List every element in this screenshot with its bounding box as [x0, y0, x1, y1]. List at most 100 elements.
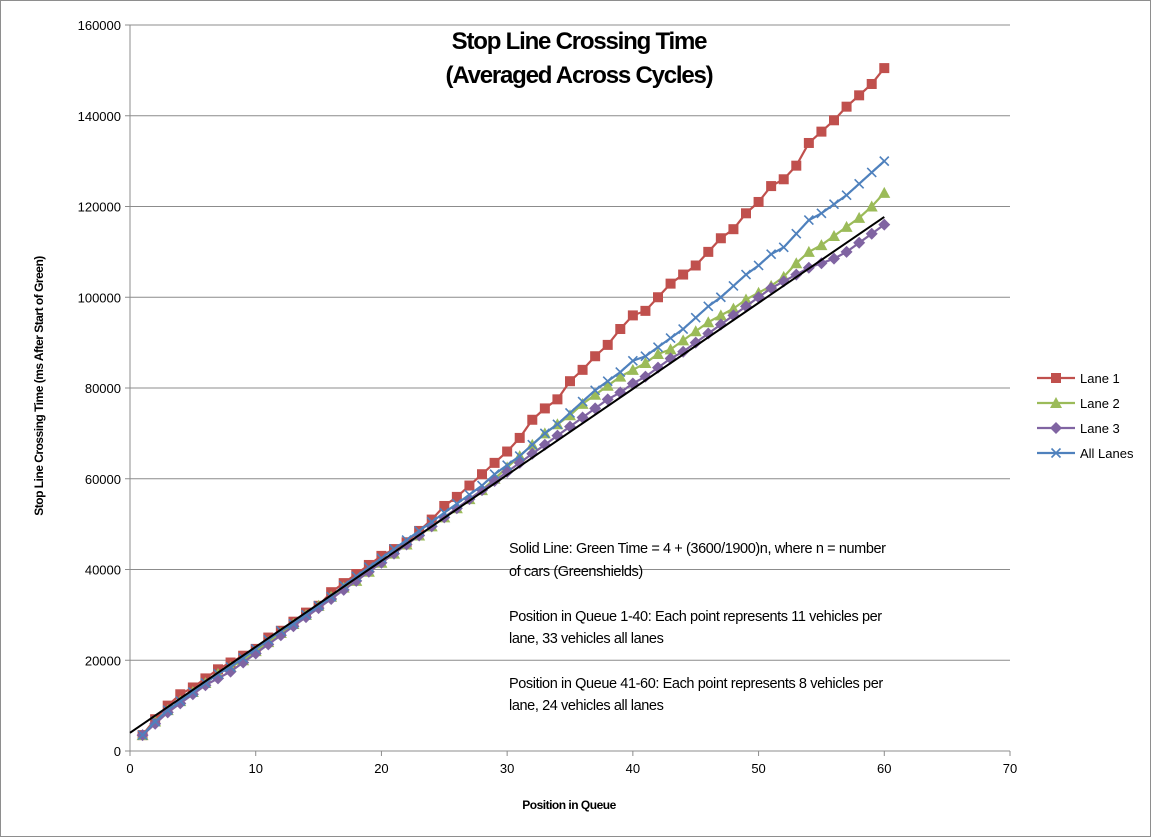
legend-label-lane-1: Lane 1 — [1080, 371, 1120, 386]
point-lane-2-48 — [727, 302, 740, 314]
point-lane-2-38 — [601, 379, 614, 391]
point-lane-1-26 — [451, 491, 462, 502]
gridlines — [130, 24, 1010, 661]
point-lane-3-53 — [790, 268, 803, 281]
point-lane-2-57 — [840, 220, 853, 232]
point-lane-1-33 — [539, 403, 550, 414]
legend-label-lane-3: Lane 3 — [1080, 421, 1120, 436]
point-lane-2-55 — [815, 239, 828, 251]
point-lane-2-47 — [714, 309, 727, 321]
point-lane-2-35 — [564, 409, 576, 421]
point-lane-1-49 — [741, 208, 751, 219]
point-lane-2-36 — [576, 397, 589, 409]
point-all-lanes-28 — [476, 480, 488, 491]
x-tick-label-4: 40 — [626, 761, 640, 776]
point-lane-2-58 — [853, 211, 866, 223]
point-lane-2-42 — [652, 347, 664, 359]
point-lane-1-53 — [791, 160, 802, 171]
legend-marker-lane-3 — [1050, 422, 1062, 434]
annotations: Solid Line: Green Time = 4 + (3600/1900)… — [509, 541, 887, 714]
point-all-lanes-31 — [514, 450, 525, 462]
point-lane-3-44 — [677, 345, 690, 358]
point-lane-2-40 — [626, 363, 639, 375]
point-lane-3-37 — [589, 402, 602, 415]
point-lane-1-29 — [489, 457, 500, 468]
point-all-lanes-45 — [690, 312, 701, 323]
point-lane-1-39 — [615, 324, 626, 335]
annotation-3-line-2: lane, 24 vehicles all lanes — [509, 698, 664, 714]
axes — [125, 24, 1011, 756]
point-lane-3-45 — [689, 336, 702, 349]
point-all-lanes-30 — [502, 460, 513, 471]
y-tick-label-3: 60000 — [85, 472, 121, 487]
point-lane-1-55 — [816, 126, 827, 137]
point-all-lanes-13 — [288, 618, 299, 630]
point-lane-1-45 — [690, 260, 701, 271]
reference-line-greenshields — [129, 216, 885, 734]
point-lane-1-41 — [640, 305, 651, 316]
point-all-lanes-33 — [539, 428, 550, 439]
x-tick-label-7: 70 — [1003, 761, 1017, 776]
point-all-lanes-39 — [615, 367, 626, 378]
legend-label-lane-2: Lane 2 — [1080, 396, 1120, 411]
point-lane-1-31 — [514, 432, 525, 443]
point-all-lanes-41 — [640, 351, 651, 362]
point-lane-1-60 — [879, 63, 890, 74]
point-all-lanes-35 — [564, 407, 576, 419]
y-tick-label-2: 40000 — [85, 563, 121, 578]
point-all-lanes-55 — [816, 208, 827, 219]
chart-title-line-2: (Averaged Across Cycles) — [446, 62, 713, 89]
point-lane-1-50 — [753, 196, 764, 207]
annotation-2-line-1: Position in Queue 1-40: Each point repre… — [509, 609, 882, 625]
point-lane-1-27 — [464, 480, 475, 491]
point-all-lanes-43 — [665, 333, 676, 344]
point-lane-1-18 — [351, 569, 362, 580]
series-line-lane-3 — [141, 223, 885, 736]
point-lane-1-47 — [715, 233, 726, 244]
point-lane-2-49 — [740, 293, 752, 305]
x-tick-label-3: 30 — [500, 761, 514, 776]
point-lane-2-37 — [589, 388, 602, 400]
annotation-2-line-2: lane, 33 vehicles all lanes — [509, 631, 664, 647]
point-all-lanes-52 — [778, 242, 789, 253]
point-all-lanes-1 — [137, 730, 148, 741]
legend-marker-lane-1 — [1051, 373, 1061, 383]
point-all-lanes-21 — [388, 544, 400, 555]
point-lane-1-36 — [577, 364, 588, 375]
point-lane-3-58 — [853, 236, 866, 249]
point-all-lanes-14 — [300, 609, 312, 620]
point-lane-1-58 — [854, 90, 865, 101]
y-tick-label-6: 120000 — [78, 200, 121, 215]
legend-item-lane-1: Lane 1 — [1037, 371, 1120, 386]
annotation-1-line-1: Solid Line: Green Time = 4 + (3600/1900)… — [509, 541, 886, 557]
point-lane-2-44 — [677, 334, 690, 346]
legend-marker-all-lanes — [1050, 447, 1062, 459]
x-tick-label-5: 50 — [751, 761, 765, 776]
point-all-lanes-37 — [590, 385, 601, 396]
point-lane-1-20 — [376, 550, 387, 561]
legend-item-lane-3: Lane 3 — [1037, 421, 1120, 436]
point-all-lanes-38 — [602, 376, 613, 387]
point-all-lanes-50 — [753, 260, 764, 271]
point-lane-2-60 — [878, 186, 891, 198]
point-lane-2-53 — [790, 257, 803, 269]
point-lane-2-59 — [865, 200, 878, 212]
point-lane-1-54 — [803, 137, 814, 148]
point-lane-3-38 — [601, 393, 614, 406]
point-lane-1-44 — [678, 269, 689, 280]
x-tick-label-1: 10 — [248, 761, 262, 776]
legend-item-all-lanes: All Lanes — [1037, 446, 1134, 461]
x-axis-label: Position in Queue — [522, 798, 616, 812]
annotation-1-line-2: of cars (Greenshields) — [509, 564, 643, 580]
point-all-lanes-47 — [715, 292, 726, 303]
x-tick-label-6: 60 — [877, 761, 891, 776]
y-tick-label-7: 140000 — [78, 109, 121, 124]
point-all-lanes-34 — [552, 419, 563, 430]
point-lane-3-56 — [828, 252, 840, 265]
point-all-lanes-48 — [728, 280, 739, 291]
point-all-lanes-57 — [841, 190, 852, 201]
y-tick-label-1: 20000 — [85, 653, 121, 668]
chart-title-line-1: Stop Line Crossing Time — [452, 28, 708, 55]
point-lane-3-57 — [840, 245, 853, 258]
point-lane-1-52 — [778, 174, 789, 185]
